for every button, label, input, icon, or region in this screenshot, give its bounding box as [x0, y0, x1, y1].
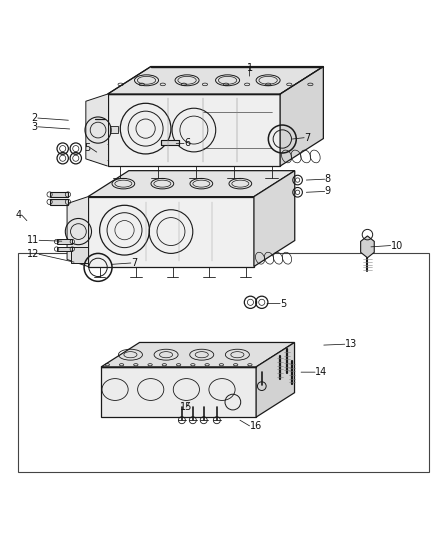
Text: 5: 5 [280, 298, 286, 309]
Text: 12: 12 [27, 249, 39, 259]
Text: 10: 10 [391, 240, 403, 251]
Polygon shape [88, 197, 254, 266]
Polygon shape [254, 171, 295, 266]
Bar [49, 192, 68, 197]
Text: 5: 5 [84, 143, 90, 153]
Text: 1: 1 [247, 63, 253, 73]
Bar [18, 253, 428, 472]
Bar [57, 247, 72, 251]
Polygon shape [88, 171, 295, 197]
Text: 9: 9 [325, 187, 331, 196]
Bar [93, 118, 102, 122]
Text: 7: 7 [304, 133, 311, 143]
Polygon shape [280, 67, 323, 166]
Polygon shape [360, 236, 374, 258]
Polygon shape [101, 367, 256, 417]
Text: 8: 8 [325, 174, 331, 184]
Bar [49, 199, 68, 205]
Polygon shape [90, 144, 108, 160]
Polygon shape [67, 197, 88, 266]
Polygon shape [86, 94, 108, 166]
Text: 14: 14 [315, 367, 327, 377]
Text: 6: 6 [184, 139, 190, 148]
Polygon shape [101, 343, 294, 367]
Text: 4: 4 [15, 210, 21, 220]
Bar [161, 140, 179, 144]
Text: 2: 2 [32, 113, 38, 123]
Text: 3: 3 [32, 122, 38, 132]
Text: 11: 11 [27, 235, 39, 245]
Bar [110, 126, 118, 133]
Text: 16: 16 [250, 421, 262, 431]
Polygon shape [71, 247, 88, 263]
Text: 13: 13 [345, 339, 357, 349]
Polygon shape [108, 67, 323, 94]
Text: 7: 7 [131, 258, 137, 268]
Bar [57, 239, 72, 244]
Polygon shape [256, 343, 294, 417]
Text: 15: 15 [180, 402, 192, 412]
Polygon shape [108, 94, 280, 166]
